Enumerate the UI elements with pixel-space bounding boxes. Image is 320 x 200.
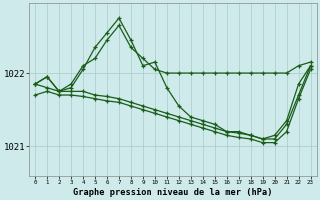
X-axis label: Graphe pression niveau de la mer (hPa): Graphe pression niveau de la mer (hPa) <box>73 188 273 197</box>
